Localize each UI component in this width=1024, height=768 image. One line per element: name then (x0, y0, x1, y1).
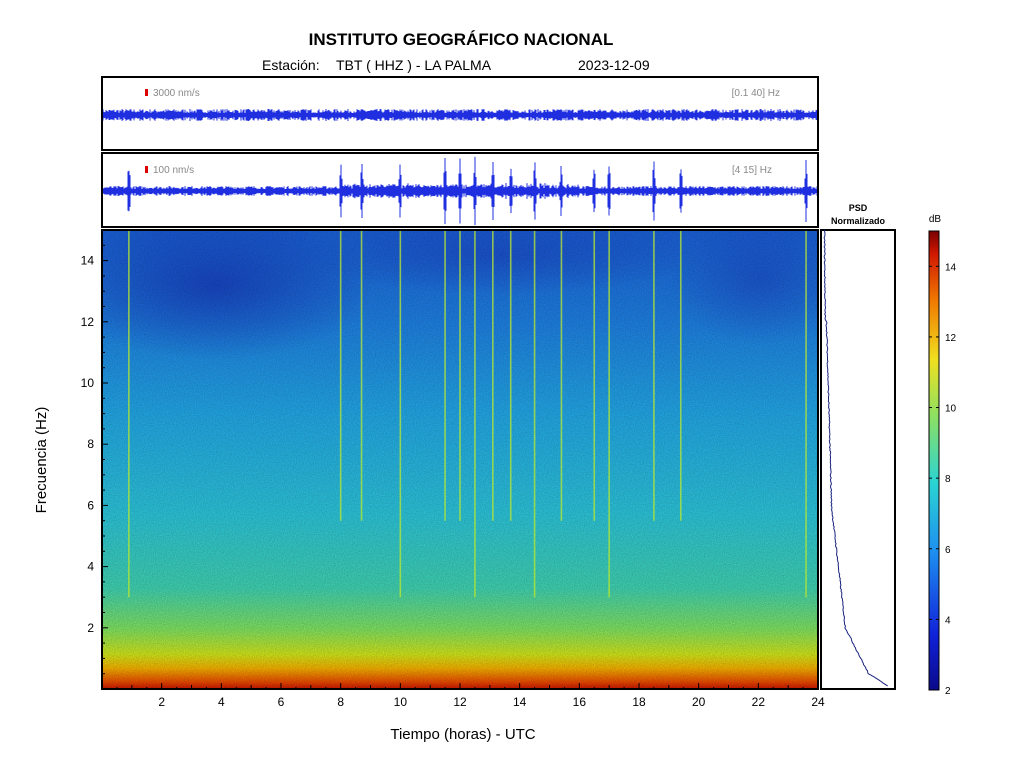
y-axis: 14 12 10 8 6 4 2 (81, 229, 108, 690)
trace-panel-top: 3000 nm/s [0.1 40] Hz (101, 76, 819, 151)
x-tick-label: 2 (158, 695, 165, 709)
spectrogram-event-lines (128, 230, 807, 598)
x-tick-label: 18 (632, 695, 646, 709)
x-tick-label: 22 (752, 695, 766, 709)
trace-bottom-scale-label: 100 nm/s (153, 165, 194, 176)
trace-top-scale-marker (145, 89, 148, 96)
trace-top-scale-label: 3000 nm/s (153, 88, 200, 99)
y-tick-label: 12 (81, 315, 95, 329)
trace-bottom-band-label: [4 15] Hz (732, 165, 772, 176)
x-tick-label: 10 (394, 695, 408, 709)
y-tick-label: 2 (87, 621, 94, 635)
colorbar-ticks: 14 12 10 8 6 4 2 (929, 262, 957, 697)
station-label: Estación: (262, 57, 320, 73)
x-tick-label: 24 (811, 695, 825, 709)
y-tick-label: 8 (87, 437, 94, 451)
x-axis-label: Tiempo (horas) - UTC (390, 726, 535, 743)
psd-subtitle: Normalizado (831, 216, 886, 226)
colorbar-tick-label: 10 (945, 404, 957, 415)
x-tick-label: 6 (278, 695, 285, 709)
colorbar-tick-label: 8 (945, 474, 951, 485)
x-tick-label: 4 (218, 695, 225, 709)
x-axis: 2 4 6 8 10 12 14 16 18 20 22 24 (101, 683, 825, 709)
colorbar-tick-label: 2 (945, 686, 951, 697)
x-tick-label: 12 (453, 695, 467, 709)
station-name: TBT ( HHZ ) - LA PALMA (336, 57, 492, 73)
x-tick-label: 20 (692, 695, 706, 709)
colorbar: dB 14 12 10 8 6 4 2 (928, 214, 957, 697)
spectrogram-plot (102, 230, 818, 689)
y-tick-label: 6 (87, 498, 94, 512)
trace-top-band-label: [0.1 40] Hz (732, 88, 780, 99)
x-tick-label: 14 (513, 695, 527, 709)
colorbar-unit: dB (929, 214, 942, 225)
colorbar-tick-label: 14 (945, 262, 957, 273)
figure-title: INSTITUTO GEOGRÁFICO NACIONAL (309, 30, 614, 49)
colorbar-tick-label: 4 (945, 615, 951, 626)
trace-panel-bottom: 100 nm/s [4 15] Hz (101, 152, 819, 228)
psd-curve (823, 229, 888, 687)
date-label: 2023-12-09 (578, 57, 650, 73)
y-tick-label: 4 (87, 560, 94, 574)
colorbar-tick-label: 6 (945, 545, 951, 556)
x-tick-label: 8 (337, 695, 344, 709)
x-tick-label: 16 (573, 695, 587, 709)
y-tick-label: 10 (81, 376, 95, 390)
y-tick-label: 14 (81, 254, 95, 268)
y-axis-label: Frecuencia (Hz) (33, 407, 50, 514)
psd-title: PSD (849, 203, 868, 213)
psd-panel: PSD Normalizado (820, 203, 896, 690)
trace-bottom-scale-marker (145, 166, 148, 173)
colorbar-tick-label: 12 (945, 333, 957, 344)
